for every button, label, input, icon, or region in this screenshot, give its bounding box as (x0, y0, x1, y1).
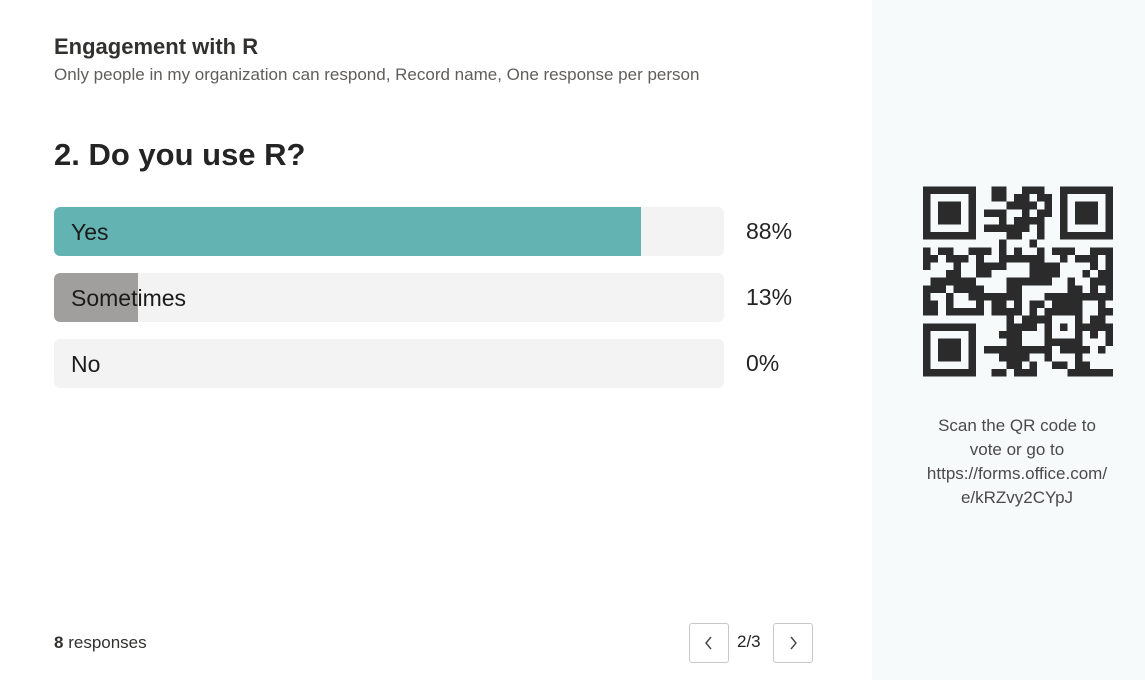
scan-instructions: Scan the QR code to vote or go to https:… (902, 414, 1132, 510)
bar-track: No (54, 339, 724, 388)
question-title: 2. Do you use R? (54, 137, 306, 172)
option-label: Sometimes (71, 285, 187, 311)
option-percent: 0% (746, 350, 780, 376)
share-panel: Scan the QR code to vote or go to https:… (872, 0, 1145, 680)
previous-question-button[interactable] (689, 623, 729, 663)
option-percent: 13% (746, 284, 793, 310)
results-panel: Engagement with R Only people in my orga… (54, 34, 814, 663)
response-word: responses (68, 633, 147, 652)
options-list: Yes 88% Sometimes 13% No 0% (54, 207, 814, 405)
bar-track: Sometimes (54, 273, 724, 322)
scan-line-1: Scan the QR code to (938, 416, 1096, 435)
option-label: Yes (71, 219, 109, 245)
response-count: 8 responses (54, 633, 147, 653)
bar-fill-sometimes (54, 273, 138, 322)
option-label: No (71, 351, 101, 377)
response-number: 8 (54, 633, 64, 652)
form-settings: Only people in my organization can respo… (54, 65, 700, 84)
form-url-line-1[interactable]: https://forms.office.com/ (926, 464, 1108, 483)
option-no: No 0% (54, 339, 814, 388)
option-sometimes: Sometimes 13% (54, 273, 814, 322)
scan-line-2: vote or go to (969, 440, 1065, 459)
chevron-right-icon (790, 636, 797, 650)
chevron-left-icon (705, 636, 712, 650)
bar-fill-yes (54, 207, 641, 256)
form-title: Engagement with R (54, 34, 259, 59)
bar-track: Yes (54, 207, 724, 256)
next-question-button[interactable] (773, 623, 813, 663)
form-url-line-2[interactable]: e/kRZvy2CYpJ (960, 488, 1074, 507)
qr-code-icon (923, 186, 1113, 377)
page-indicator: 2/3 (737, 632, 761, 651)
option-yes: Yes 88% (54, 207, 814, 256)
option-percent: 88% (746, 218, 793, 244)
